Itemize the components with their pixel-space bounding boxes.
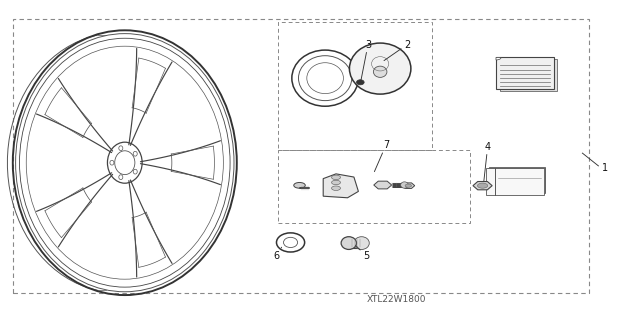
- Ellipse shape: [401, 182, 408, 188]
- Ellipse shape: [332, 175, 340, 180]
- Text: 1: 1: [602, 163, 608, 173]
- Text: 6: 6: [273, 247, 282, 261]
- Text: XTL22W1800: XTL22W1800: [367, 295, 426, 304]
- Ellipse shape: [332, 180, 340, 185]
- Ellipse shape: [373, 66, 387, 78]
- Wedge shape: [496, 57, 501, 60]
- Ellipse shape: [294, 182, 305, 188]
- Ellipse shape: [405, 184, 412, 187]
- Polygon shape: [496, 57, 554, 89]
- Ellipse shape: [332, 186, 340, 190]
- Ellipse shape: [354, 237, 369, 249]
- Polygon shape: [489, 167, 545, 192]
- Ellipse shape: [477, 183, 488, 188]
- Polygon shape: [323, 174, 358, 198]
- Text: 2: 2: [384, 40, 410, 61]
- Text: 4: 4: [484, 142, 491, 181]
- Polygon shape: [488, 167, 545, 193]
- Text: 7: 7: [374, 140, 389, 172]
- Polygon shape: [486, 168, 544, 195]
- Ellipse shape: [356, 80, 364, 85]
- Polygon shape: [500, 59, 557, 91]
- Polygon shape: [349, 239, 362, 248]
- Text: 5: 5: [356, 246, 369, 261]
- Text: 3: 3: [361, 40, 371, 80]
- Ellipse shape: [349, 43, 411, 94]
- Ellipse shape: [341, 237, 356, 249]
